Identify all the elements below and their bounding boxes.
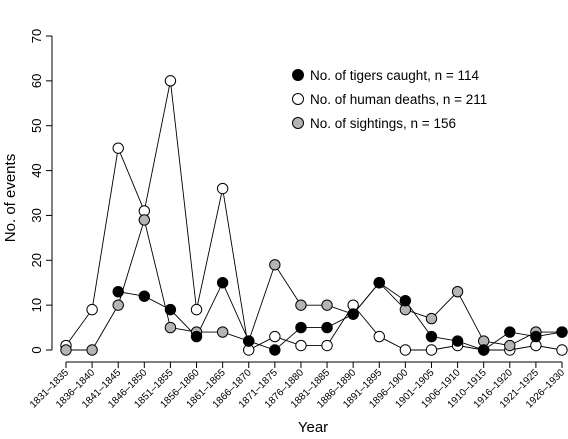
data-point	[451, 335, 464, 347]
data-point	[451, 285, 464, 298]
legend-label: No. of human deaths, n = 211	[310, 92, 487, 107]
data-point	[399, 344, 412, 356]
y-tick-label: 0	[29, 346, 44, 353]
data-point	[269, 344, 281, 356]
data-point	[112, 285, 124, 298]
data-point	[504, 339, 516, 352]
y-axis: 0 10 20 30 40 50 60 70	[29, 29, 53, 354]
y-tick-label: 10	[29, 298, 44, 312]
series-2	[118, 281, 563, 351]
data-point	[321, 321, 333, 334]
data-point	[556, 344, 568, 356]
data-point	[269, 330, 281, 343]
data-point	[295, 321, 307, 334]
y-tick-label: 70	[29, 29, 44, 43]
data-point	[556, 326, 568, 338]
legend-item: No. of tigers caught, n = 114	[292, 68, 479, 83]
legend-marker	[292, 117, 304, 129]
legend-label: No. of sightings, n = 156	[310, 116, 456, 131]
data-point	[243, 335, 255, 347]
series-1	[66, 218, 562, 351]
y-tick-label: 20	[29, 253, 44, 267]
data-point	[321, 339, 333, 352]
y-axis-title: No. of events	[2, 154, 19, 242]
data-point	[164, 321, 177, 334]
series-layer	[60, 75, 568, 356]
data-point	[321, 299, 333, 311]
series-line	[66, 218, 562, 351]
data-point	[269, 259, 281, 271]
y-tick-label: 50	[29, 118, 44, 132]
data-point	[138, 290, 151, 302]
data-point	[425, 330, 438, 343]
legend-item: No. of sightings, n = 156	[292, 116, 456, 131]
data-point	[373, 277, 385, 289]
data-point	[399, 294, 412, 307]
legend: No. of tigers caught, n = 114 No. of huma…	[292, 68, 487, 131]
data-point	[86, 303, 98, 316]
data-point	[112, 299, 124, 311]
data-point	[138, 214, 151, 226]
x-axis: 1831–18351836–18401841–18451846–18501851…	[28, 361, 567, 411]
legend-item: No. of human deaths, n = 211	[292, 92, 487, 107]
data-point	[216, 182, 229, 195]
data-point	[60, 344, 72, 356]
data-point	[425, 344, 438, 356]
data-point	[86, 344, 98, 356]
data-point	[425, 312, 438, 325]
legend-label: No. of tigers caught, n = 114	[310, 68, 479, 83]
data-point	[164, 303, 177, 316]
legend-marker	[292, 93, 304, 105]
data-point	[373, 330, 385, 343]
y-tick-label: 60	[29, 74, 44, 88]
data-point	[504, 326, 516, 338]
data-point	[216, 277, 229, 289]
data-point	[295, 299, 307, 311]
x-axis-title: Year	[298, 419, 328, 436]
data-point	[477, 344, 490, 356]
data-point	[112, 142, 124, 154]
y-tick-label: 30	[29, 208, 44, 222]
data-point	[530, 330, 542, 343]
data-point	[164, 75, 177, 87]
data-point	[347, 308, 359, 320]
legend-marker	[292, 69, 304, 81]
y-tick-label: 40	[29, 163, 44, 177]
data-point	[216, 326, 229, 338]
data-point	[295, 339, 307, 352]
series-line	[118, 281, 563, 351]
data-point	[190, 303, 203, 316]
series-points-1	[60, 214, 568, 356]
data-point	[190, 330, 203, 343]
series-points-2	[112, 277, 568, 356]
